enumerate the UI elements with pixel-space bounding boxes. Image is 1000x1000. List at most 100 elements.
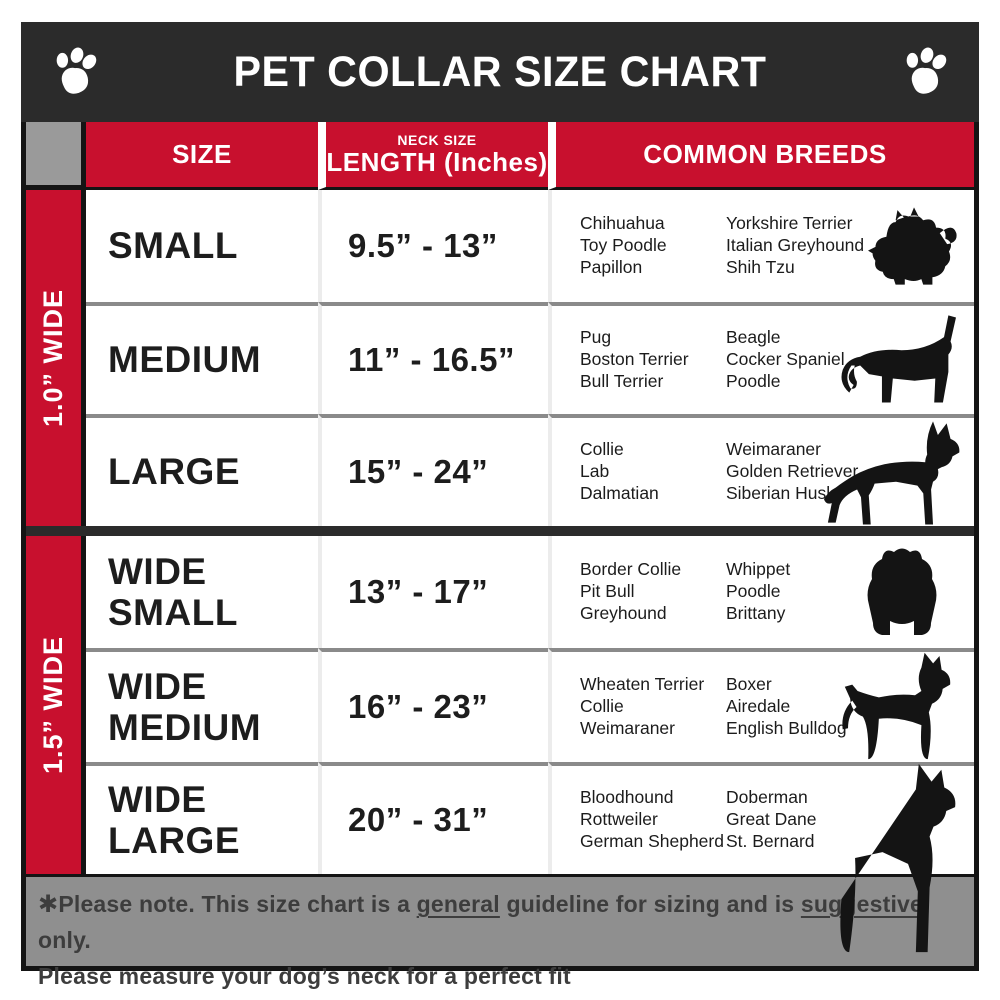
breed-name: Boston Terrier (580, 349, 689, 370)
breeds-column-2: Yorkshire Terrier Italian Greyhound Shih… (726, 213, 872, 278)
size-label: WIDE SMALL (108, 550, 238, 633)
breeds-cell: Chihuahua Toy Poodle Papillon Yorkshire … (548, 190, 974, 302)
neck-length-cell: 9.5” - 13” (318, 190, 548, 302)
breed-name: Weimaraner (726, 439, 821, 460)
breeds-column-1: Pug Boston Terrier Bull Terrier (580, 327, 726, 392)
width-band-label: 1.0” WIDE (38, 288, 68, 428)
breed-name: Italian Greyhound (726, 235, 865, 256)
breed-name: Bull Terrier (580, 370, 664, 391)
breed-name: Lab (580, 461, 610, 482)
breed-name: St. Bernard (726, 830, 815, 851)
size-label: WIDE LARGE (108, 778, 240, 861)
neck-length-cell: 16” - 23” (318, 648, 548, 762)
doberman-dog-icon (840, 763, 956, 953)
breed-name: Rottweiler (580, 809, 658, 830)
breed-name: Yorkshire Terrier (726, 213, 853, 234)
size-cell: MEDIUM (86, 302, 318, 414)
width-band-1.0-wide: 1.0” WIDE (26, 190, 86, 526)
breeds-cell: Collie Lab Dalmatian Weimaraner Golden R… (548, 414, 974, 526)
paw-print-icon (56, 47, 97, 94)
chart-table-frame: SIZE NECK SIZE LENGTH (Inches) COMMON BR… (21, 122, 979, 989)
breeds-cell: Wheaten Terrier Collie Weimaraner Boxer … (548, 648, 974, 762)
beagle-dog-icon (841, 315, 956, 403)
footnote: ✱Please note. This size chart is a gener… (26, 874, 974, 989)
breed-name: Papillon (580, 256, 643, 277)
neck-length-value: 16” - 23” (348, 688, 489, 725)
size-cell: LARGE (86, 414, 318, 526)
breeds-column-1: Chihuahua Toy Poodle Papillon (580, 213, 726, 278)
table-corner-spacer (26, 122, 86, 190)
neck-length-cell: 20” - 31” (318, 762, 548, 874)
neck-length-value: 20” - 31” (348, 801, 489, 838)
column-header-breeds: COMMON BREEDS (548, 122, 974, 190)
size-table: SIZE NECK SIZE LENGTH (Inches) COMMON BR… (26, 122, 974, 953)
pomeranian-dog-icon (868, 207, 957, 285)
breeds-cell: Pug Boston Terrier Bull Terrier Beagle C… (548, 302, 974, 414)
breed-name: Brittany (726, 602, 786, 623)
breeds-column-2: Beagle Cocker Spaniel Poodle (726, 327, 872, 392)
page-title: PET COLLAR SIZE CHART (233, 47, 767, 96)
breed-name: Weimaraner (580, 717, 675, 738)
breed-name: Chihuahua (580, 213, 665, 234)
size-chart-poster: PET COLLAR SIZE CHART SIZE NECK SIZE LEN… (21, 0, 979, 989)
neck-length-cell: 13” - 17” (318, 536, 548, 648)
size-label: SMALL (108, 225, 238, 267)
underlined-word: suggestive (800, 891, 924, 917)
breed-name: Bloodhound (580, 787, 674, 808)
breed-name: Border Collie (580, 559, 682, 580)
footnote-text: Please note. This size chart is a (58, 891, 417, 917)
width-band-1.5-wide: 1.5” WIDE (26, 536, 86, 874)
breeds-column-1: Bloodhound Rottweiler German Shepherd (580, 787, 726, 852)
bulldog-dog-icon (867, 548, 937, 635)
column-header-label: SIZE (172, 139, 232, 169)
neck-length-cell: 15” - 24” (318, 414, 548, 526)
breeds-cell: Bloodhound Rottweiler German Shepherd Do… (548, 762, 974, 953)
footnote-text: guideline for sizing and is (499, 891, 801, 917)
breed-name: Doberman (726, 787, 808, 808)
breeds-column-1: Collie Lab Dalmatian (580, 439, 726, 504)
underlined-word: general (416, 891, 500, 917)
neck-length-cell: 11” - 16.5” (318, 302, 548, 414)
column-header-length: NECK SIZE LENGTH (Inches) (318, 122, 548, 190)
footnote-line-1: ✱Please note. This size chart is a gener… (38, 886, 958, 959)
breed-name: Shih Tzu (726, 256, 795, 277)
column-header-label: COMMON BREEDS (643, 139, 887, 169)
size-cell: SMALL (86, 190, 318, 302)
breed-name: Golden Retriever (726, 461, 859, 482)
breed-name: Whippet (726, 559, 791, 580)
german-shepherd-dog-icon (824, 421, 960, 525)
breed-name: German Shepherd (580, 830, 724, 851)
size-label: LARGE (108, 451, 240, 493)
pit-bull-dog-icon (842, 652, 951, 760)
section-divider (26, 526, 974, 536)
breed-name: Cocker Spaniel (726, 349, 845, 370)
footnote-line-2: Please measure your dog’s neck for a per… (38, 962, 571, 989)
breed-name: Great Dane (726, 809, 817, 830)
paw-print-icon (906, 47, 947, 94)
breed-name: Collie (580, 696, 624, 717)
breed-name: Pug (580, 327, 612, 348)
breeds-cell: Border Collie Pit Bull Greyhound Whippet… (548, 536, 974, 648)
breed-name: Toy Poodle (580, 235, 667, 256)
breed-name: Wheaten Terrier (580, 674, 705, 695)
neck-length-value: 9.5” - 13” (348, 227, 498, 264)
size-cell: WIDE MEDIUM (86, 648, 318, 762)
breeds-column-2: Whippet Poodle Brittany (726, 559, 872, 624)
size-cell: WIDE SMALL (86, 536, 318, 648)
breed-name: Boxer (726, 674, 772, 695)
breed-name: Dalmatian (580, 482, 659, 503)
breed-name: Poodle (726, 581, 781, 602)
chart-header: PET COLLAR SIZE CHART (21, 22, 979, 122)
neck-length-value: 11” - 16.5” (348, 341, 515, 378)
breeds-column-1: Wheaten Terrier Collie Weimaraner (580, 674, 726, 739)
footnote-text: only. (38, 927, 91, 954)
breeds-column-2: Boxer Airedale English Bulldog (726, 674, 872, 739)
neck-length-value: 13” - 17” (348, 573, 489, 610)
breed-name: Beagle (726, 327, 781, 348)
size-label: WIDE MEDIUM (108, 665, 262, 748)
breed-name: Collie (580, 439, 624, 460)
width-band-label: 1.5” WIDE (38, 635, 68, 775)
column-header-size: SIZE (86, 122, 318, 190)
breeds-column-2: Weimaraner Golden Retriever Siberian Hus… (726, 439, 872, 504)
breed-name: Poodle (726, 370, 781, 391)
